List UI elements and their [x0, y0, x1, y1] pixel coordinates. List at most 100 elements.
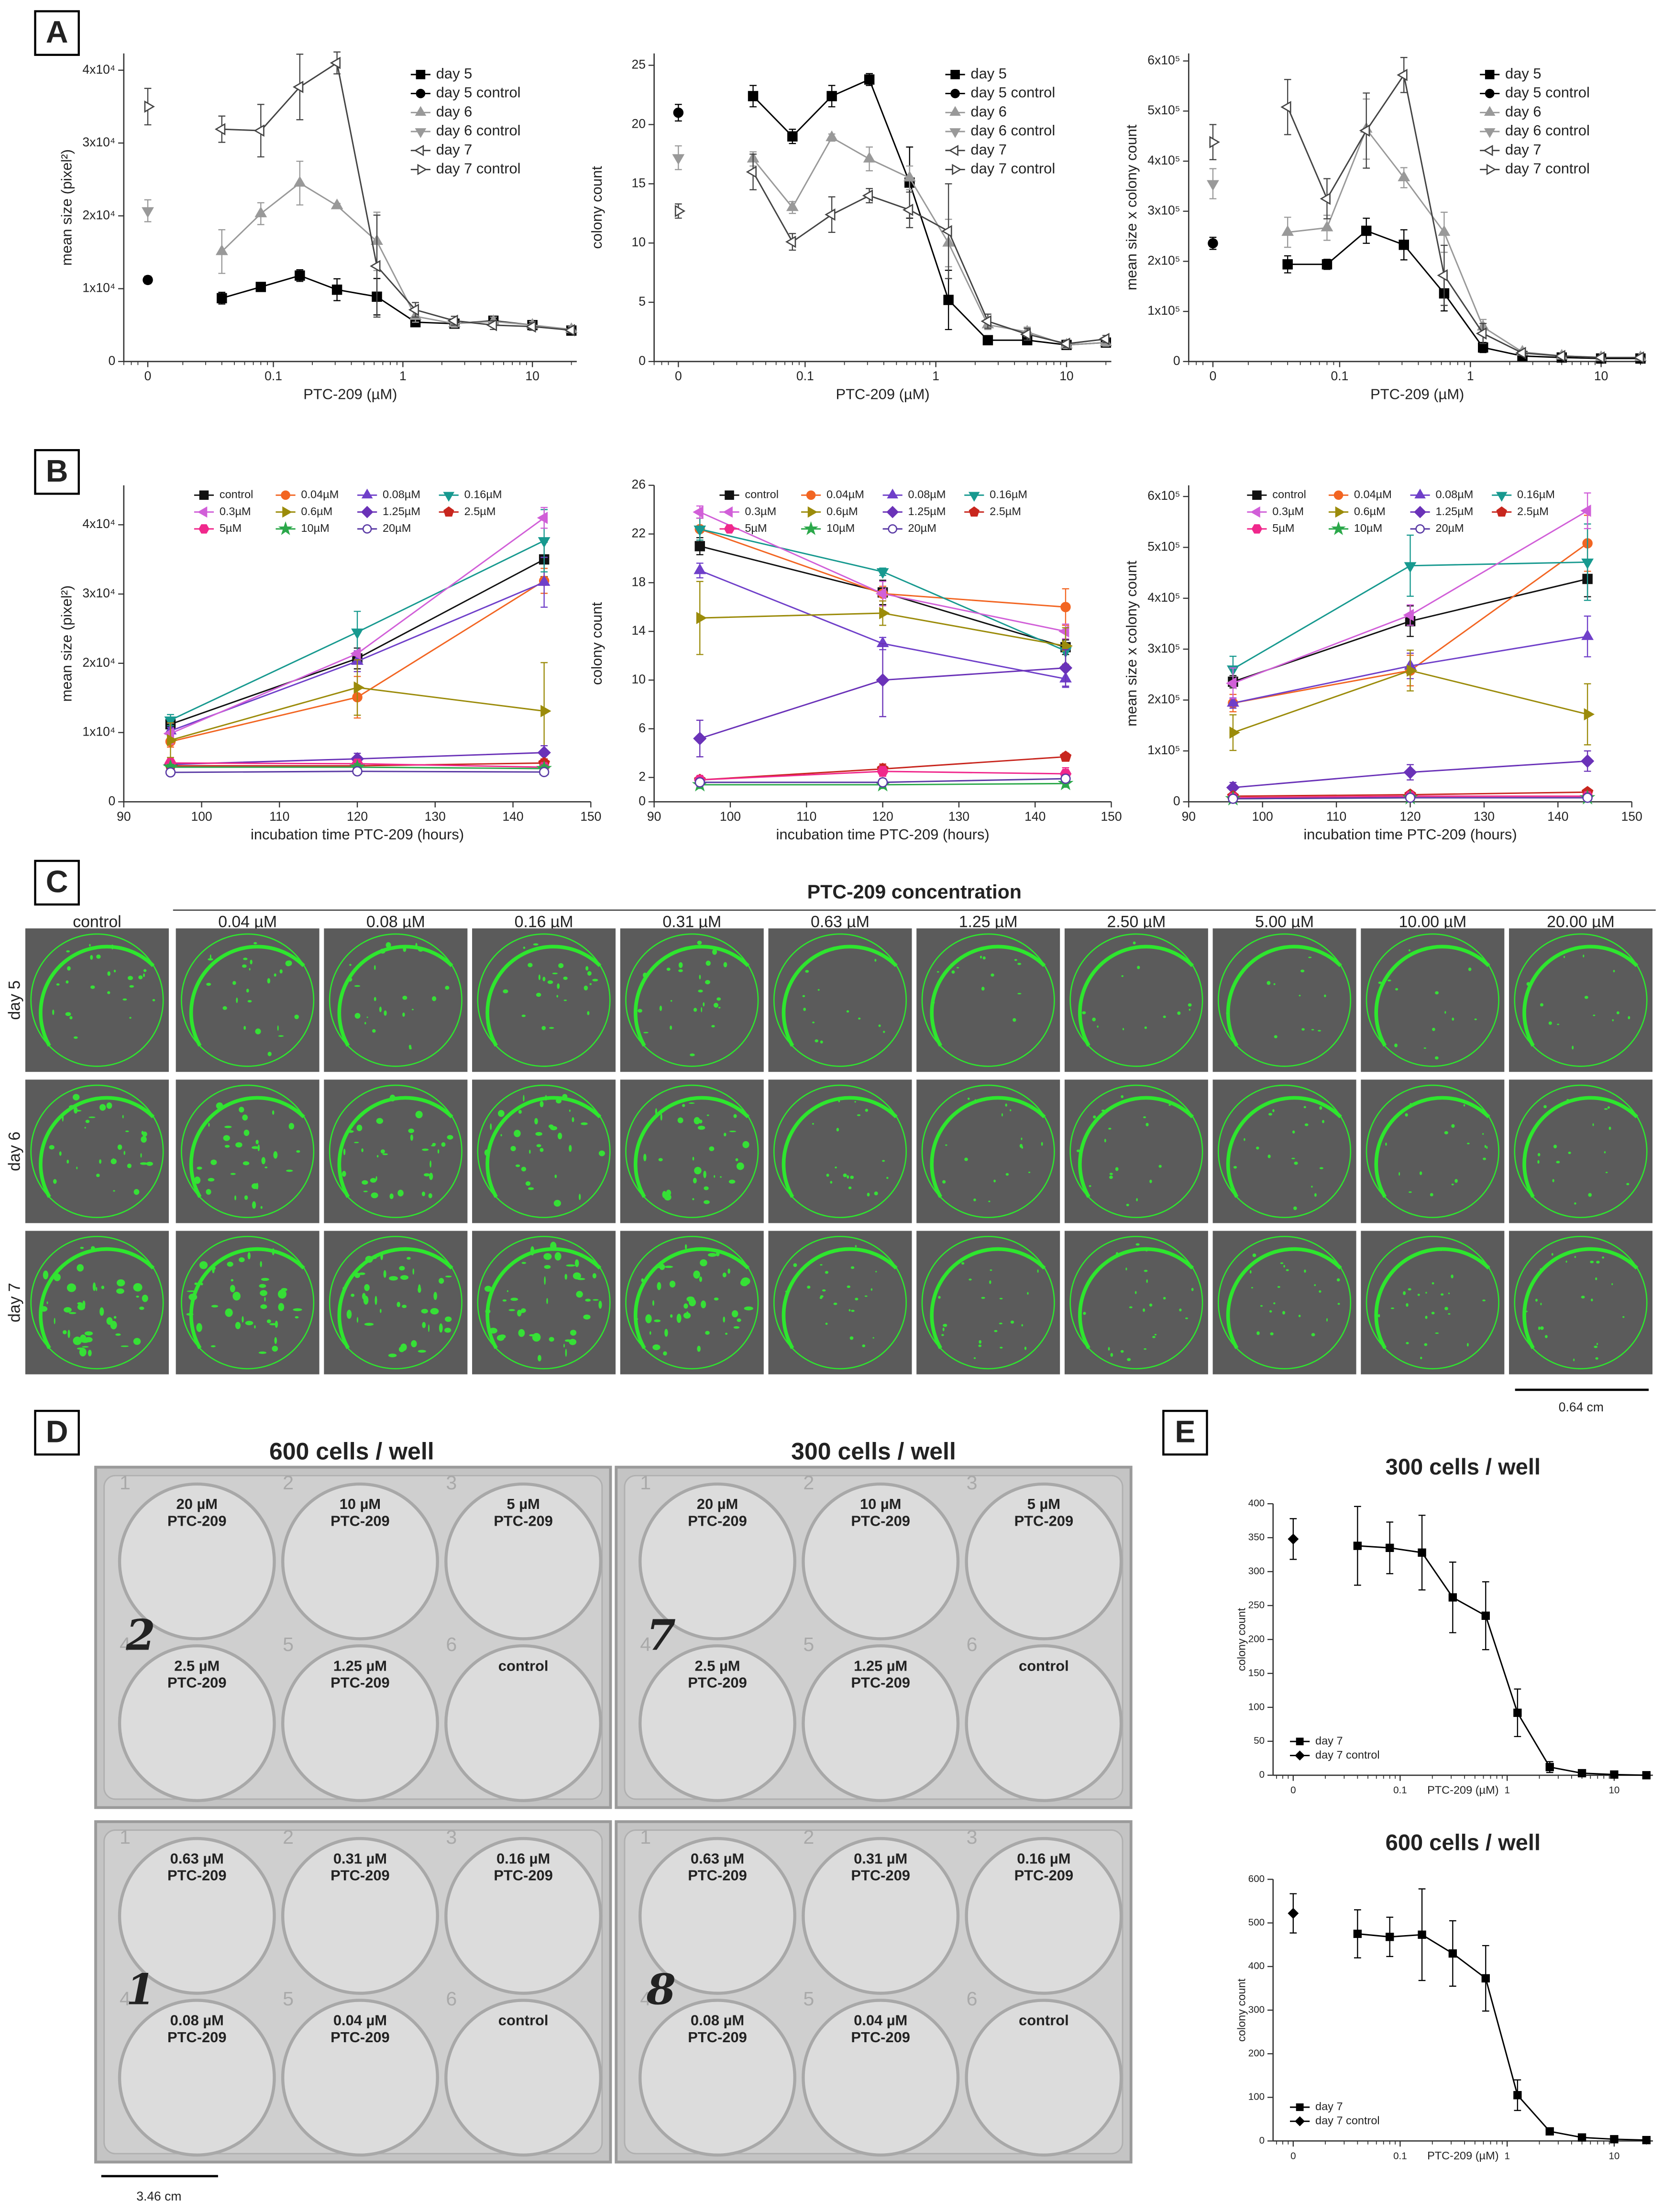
legend-label: day 6 control: [436, 122, 521, 139]
plate-header: 600 cells / well: [269, 1438, 434, 1464]
scale-bar-label: 0.64 cm: [1559, 1400, 1604, 1414]
well-rim: [39, 945, 155, 1047]
well-number: 3: [446, 1472, 457, 1494]
colony: [484, 1286, 492, 1292]
x-tick-label: 1: [1504, 1785, 1509, 1796]
colony: [490, 1123, 492, 1130]
well-rim: [634, 1096, 749, 1198]
data-point: [903, 171, 916, 182]
well-label: 2.5 µM: [694, 1657, 740, 1674]
colony: [1390, 1307, 1395, 1310]
data-point: [863, 152, 876, 163]
y-tick-label: 0: [108, 793, 115, 808]
series-line: [1357, 1933, 1647, 2141]
legend-marker: [948, 144, 958, 156]
colony: [403, 946, 407, 952]
legend-marker: [417, 164, 428, 176]
colony: [945, 1144, 947, 1146]
colony: [875, 1271, 877, 1273]
data-point: [1513, 1708, 1522, 1717]
colony: [351, 1293, 355, 1297]
data-point: [1545, 1763, 1554, 1772]
colony: [384, 1010, 387, 1016]
colony: [1399, 1172, 1400, 1176]
colony: [496, 1335, 505, 1341]
colony: [1232, 985, 1234, 988]
colony: [389, 1094, 396, 1101]
data-point: [295, 270, 305, 281]
legend-label: 20µM: [383, 522, 411, 534]
colony: [422, 1321, 426, 1328]
legend-marker: [443, 492, 455, 502]
colony: [1406, 1342, 1409, 1344]
colony: [1594, 1345, 1598, 1348]
legend-label: 10µM: [826, 522, 855, 534]
y-tick-label: 200: [1248, 2048, 1265, 2059]
well-outline: [1514, 1084, 1648, 1218]
colony: [652, 1300, 654, 1306]
colony-image: [1361, 1079, 1505, 1223]
colony: [356, 1317, 359, 1323]
colony: [402, 1012, 405, 1017]
colony: [1298, 1314, 1301, 1318]
well-outline: [1218, 1235, 1352, 1370]
colony: [210, 1159, 217, 1165]
colony: [1605, 1172, 1608, 1174]
colony: [825, 1271, 829, 1274]
data-point: [1610, 1770, 1619, 1779]
colony: [703, 1002, 705, 1007]
colony: [558, 963, 564, 968]
colony: [510, 1145, 516, 1151]
colony: [1089, 1185, 1091, 1187]
y-tick-label: 6x10⁵: [1147, 488, 1180, 503]
legend-label: 0.16µM: [464, 488, 502, 501]
legend-marker: [281, 490, 290, 500]
data-point: [746, 165, 757, 178]
well-rim: [782, 945, 898, 1047]
colony: [80, 1338, 89, 1343]
data-point: [165, 767, 176, 778]
well-label: 10 µM: [340, 1496, 381, 1512]
colony: [1149, 1303, 1153, 1307]
colony: [447, 1135, 453, 1140]
colony: [649, 1331, 651, 1335]
well-label: 0.08 µM: [691, 2012, 744, 2029]
colony: [653, 1266, 661, 1268]
colony: [542, 977, 546, 981]
colony: [255, 1140, 259, 1145]
x-tick-label: 0.1: [1393, 1785, 1407, 1796]
data-point: [214, 123, 226, 136]
colony: [1311, 1029, 1314, 1031]
x-tick-label: 10: [1594, 369, 1608, 383]
legend-label: 0.04µM: [301, 488, 339, 501]
legend-marker: [361, 488, 373, 499]
colony: [802, 995, 805, 997]
colony: [1143, 1308, 1145, 1312]
data-point: [350, 647, 361, 660]
series-line: [1288, 230, 1641, 360]
colony: [569, 1145, 572, 1152]
colony: [366, 1016, 368, 1018]
column-label: 0.16 µM: [515, 913, 573, 931]
colony: [346, 1310, 352, 1319]
colony: [107, 971, 110, 976]
data-point: [1020, 328, 1031, 341]
x-axis-label: PTC-209 (µM): [1427, 2149, 1498, 2162]
well-label: 2.5 µM: [174, 1657, 220, 1674]
well-label: PTC-209: [330, 1674, 390, 1691]
legend-label: day 6 control: [970, 122, 1055, 139]
colony: [133, 1283, 143, 1292]
colony: [728, 1179, 736, 1184]
well-label: PTC-209: [688, 1513, 747, 1530]
data-point: [1642, 1771, 1651, 1780]
legend-marker: [443, 506, 454, 517]
colony: [1294, 1161, 1298, 1165]
colony: [89, 944, 91, 947]
colony: [347, 1130, 354, 1133]
colony: [1408, 1288, 1411, 1291]
colony: [858, 1017, 861, 1020]
data-point: [672, 154, 685, 165]
colony: [1622, 1316, 1625, 1318]
colony: [140, 1162, 148, 1165]
colony: [272, 1248, 275, 1255]
